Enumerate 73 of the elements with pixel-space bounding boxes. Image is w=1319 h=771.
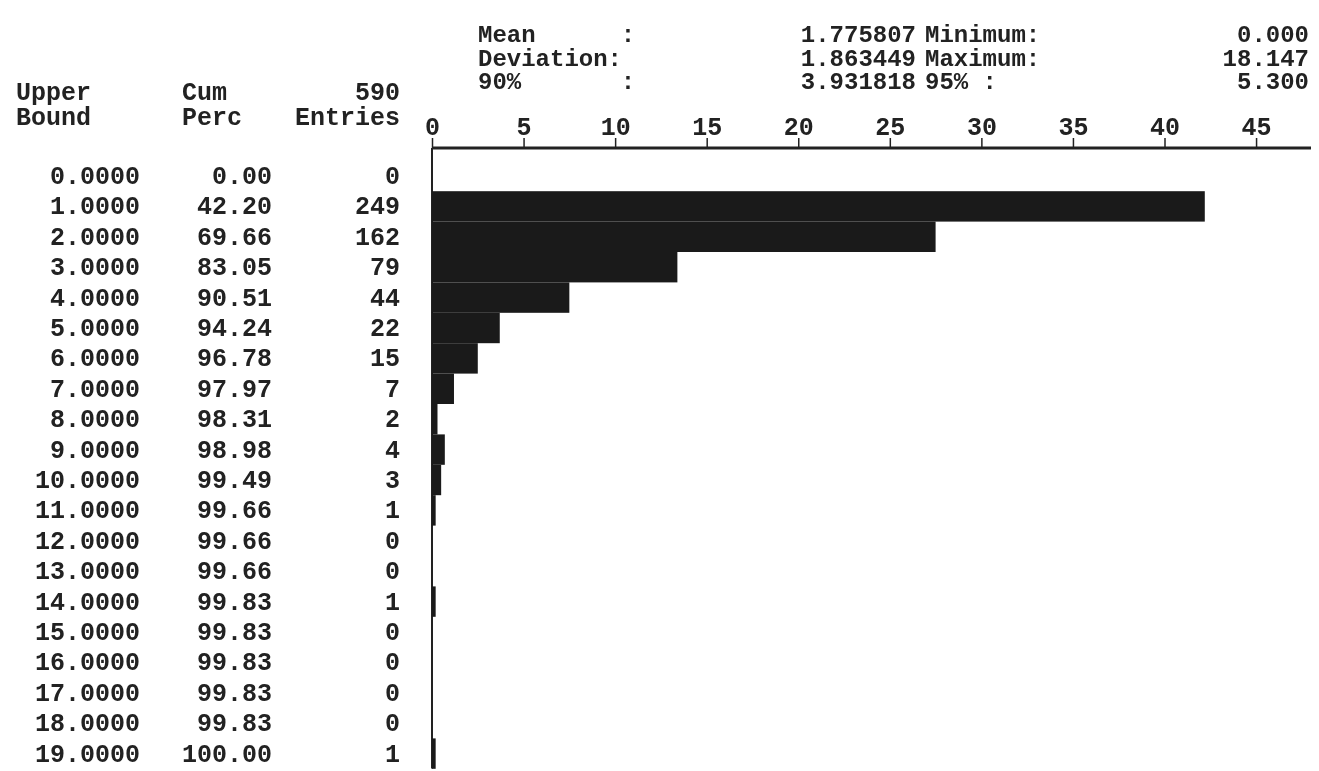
y2-tick-label: 249 — [354, 193, 400, 223]
y2-tick-label: 0 — [384, 558, 400, 588]
y2-tick-label: 0 — [384, 619, 400, 648]
y2-tick-label: 3 — [384, 467, 400, 496]
y-tick-label: 11.0000 — [34, 497, 140, 527]
y2-tick-label: 4 — [384, 436, 400, 466]
y-tick-label: 16.0000 — [34, 649, 140, 679]
y2-tick-label: 1 — [384, 497, 400, 527]
y-tick-label: 19.0000 — [34, 740, 140, 770]
text: 99.83 — [196, 588, 272, 618]
y2-tick-label: 162 — [354, 223, 400, 253]
y-tick-label: 9.0000 — [49, 436, 140, 466]
y-tick-label: 17.0000 — [34, 679, 140, 709]
y-tick-label: 7.0000 — [49, 375, 140, 405]
text: 94.24 — [196, 315, 272, 344]
text: 99.83 — [196, 679, 272, 709]
y-tick-label: 1.0000 — [49, 193, 140, 223]
x2-tick-label: 45 — [1241, 114, 1272, 143]
text: 90.51 — [196, 284, 272, 314]
x2-tick-label: 30 — [966, 114, 997, 143]
text: Upper Bound — [16, 79, 92, 133]
y-tick-label: 5.0000 — [49, 315, 140, 344]
y-tick-label: 2.0000 — [49, 223, 140, 253]
x2-tick-label: 40 — [1149, 114, 1181, 143]
x2-tick-label: 20 — [783, 114, 814, 143]
y2-tick-label: 44 — [369, 284, 400, 314]
x2-tick-label: 5 — [516, 114, 532, 143]
text: 99.66 — [196, 497, 272, 527]
y2-tick-label: 1 — [384, 588, 400, 618]
y-tick-label: 3.0000 — [49, 254, 140, 284]
y2-tick-label: 1 — [384, 740, 400, 770]
y2-tick-label: 79 — [369, 254, 400, 284]
text: 590 Entries — [294, 79, 400, 133]
text: 99.66 — [196, 558, 272, 588]
text: 99.66 — [196, 527, 272, 557]
y-tick-label: 8.0000 — [49, 406, 140, 436]
y-tick-label: 13.0000 — [34, 558, 140, 588]
text: Cum Perc — [182, 79, 243, 133]
y-tick-label: 18.0000 — [34, 710, 140, 740]
text: 97.97 — [196, 375, 272, 405]
text: 83.05 — [196, 254, 272, 284]
y-tick-label: 12.0000 — [34, 527, 140, 557]
y-tick-label: 6.0000 — [49, 345, 140, 375]
text: 99.49 — [196, 467, 272, 496]
y-tick-label: 0.0000 — [49, 163, 140, 192]
text: 98.98 — [196, 436, 272, 466]
text: 69.66 — [196, 223, 272, 253]
y2-tick-label: 2 — [384, 406, 400, 436]
y-tick-label: 14.0000 — [34, 588, 140, 618]
y2-tick-label: 0 — [384, 527, 400, 557]
y-tick-label: 4.0000 — [49, 284, 140, 314]
text: 100.00 — [181, 740, 272, 770]
y2-tick-label: 0 — [384, 710, 400, 740]
x2-tick-label: 25 — [875, 114, 906, 143]
x2-tick-label: 15 — [692, 114, 723, 143]
text: 99.83 — [196, 710, 272, 740]
y-tick-label: 10.0000 — [34, 467, 140, 496]
y-tick-label: 15.0000 — [34, 619, 140, 648]
text: 96.78 — [196, 345, 272, 375]
x2-tick-label: 0 — [424, 114, 441, 143]
text: 0.00 — [211, 163, 272, 192]
text: 99.83 — [196, 649, 272, 679]
x2-tick-label: 35 — [1058, 114, 1089, 143]
y2-tick-label: 7 — [384, 375, 400, 405]
y2-tick-label: 0 — [384, 649, 400, 679]
text: 98.31 — [196, 406, 272, 436]
text: 42.20 — [196, 193, 272, 223]
y2-tick-label: 0 — [384, 679, 400, 709]
y2-tick-label: 22 — [369, 315, 400, 344]
y2-tick-label: 15 — [369, 345, 400, 375]
text: 99.83 — [196, 619, 272, 648]
y2-tick-label: 0 — [384, 163, 400, 192]
x2-tick-label: 10 — [600, 114, 631, 143]
